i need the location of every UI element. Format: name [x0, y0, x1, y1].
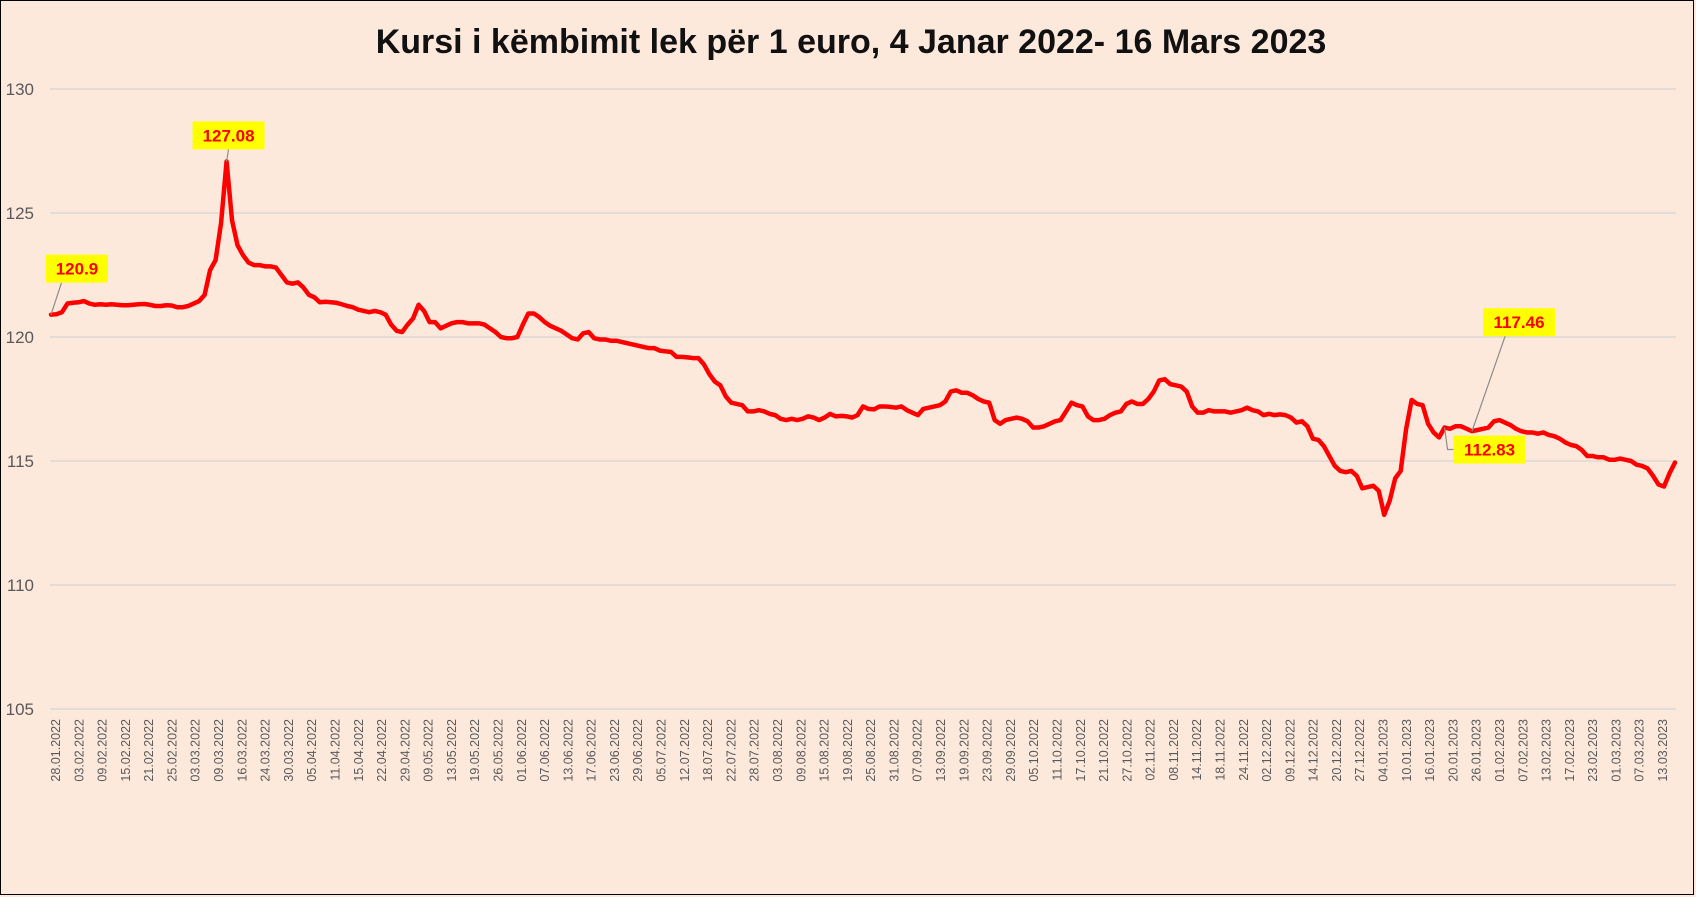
x-tick-label: 20.12.2022: [1330, 719, 1344, 782]
x-tick-label: 26.05.2022: [492, 719, 506, 782]
x-tick-label: 13.06.2022: [561, 719, 575, 782]
x-tick-label: 29.04.2022: [398, 719, 412, 782]
x-tick-label: 21.10.2022: [1097, 719, 1111, 782]
x-tick-label: 05.04.2022: [305, 719, 319, 782]
x-tick-label: 09.03.2022: [212, 719, 226, 782]
x-tick-label: 02.12.2022: [1260, 719, 1274, 782]
x-tick-label: 27.12.2022: [1353, 719, 1367, 782]
y-axis-ticks: 105 110 115 120 125 130: [6, 80, 34, 719]
x-tick-label: 09.05.2022: [422, 719, 436, 782]
x-tick-label: 24.03.2022: [259, 719, 273, 782]
x-tick-label: 05.07.2022: [655, 719, 669, 782]
x-tick-label: 17.06.2022: [585, 719, 599, 782]
x-tick-label: 03.08.2022: [771, 719, 785, 782]
x-tick-label: 13.05.2022: [445, 719, 459, 782]
x-tick-label: 09.12.2022: [1283, 719, 1297, 782]
x-tick-label: 16.03.2022: [235, 719, 249, 782]
x-tick-label: 05.10.2022: [1027, 719, 1041, 782]
x-tick-label: 03.02.2022: [72, 719, 86, 782]
x-tick-label: 10.01.2023: [1400, 719, 1414, 782]
x-tick-label: 20.01.2023: [1446, 719, 1460, 782]
x-tick-label: 15.04.2022: [352, 719, 366, 782]
y-tick-label: 125: [6, 204, 34, 223]
x-tick-label: 28.07.2022: [748, 719, 762, 782]
x-tick-label: 14.12.2022: [1307, 719, 1321, 782]
x-tick-label: 27.10.2022: [1120, 719, 1134, 782]
x-tick-label: 11.10.2022: [1050, 719, 1064, 781]
x-tick-label: 01.02.2023: [1493, 719, 1507, 782]
series-layer: [48, 159, 1678, 518]
annotation-leader: [1443, 427, 1454, 451]
x-tick-label: 18.07.2022: [701, 719, 715, 782]
x-tick-label: 13.02.2023: [1540, 719, 1554, 782]
x-tick-label: 23.06.2022: [608, 719, 622, 782]
annotation-box: [192, 121, 265, 150]
data-label: 127.08: [203, 126, 255, 145]
x-tick-label: 30.03.2022: [282, 719, 296, 782]
x-tick-label: 28.01.2022: [49, 719, 63, 782]
x-tick-label: 07.03.2023: [1633, 719, 1647, 782]
x-tick-label: 23.09.2022: [981, 719, 995, 782]
y-tick-label: 130: [6, 80, 34, 99]
x-tick-label: 02.11.2022: [1144, 719, 1158, 781]
x-tick-label: 25.08.2022: [864, 719, 878, 782]
x-tick-label: 19.09.2022: [957, 719, 971, 782]
x-tick-label: 09.02.2022: [96, 719, 110, 782]
chart-title: Kursi i këmbimit lek për 1 euro, 4 Janar…: [376, 23, 1327, 61]
x-tick-label: 19.08.2022: [841, 719, 855, 782]
x-tick-label: 19.05.2022: [468, 719, 482, 782]
x-tick-label: 17.02.2023: [1563, 719, 1577, 782]
x-tick-label: 03.03.2022: [189, 719, 203, 782]
y-tick-label: 120: [6, 328, 34, 347]
x-tick-label: 18.11.2022: [1213, 719, 1227, 781]
y-tick-label: 110: [7, 576, 34, 595]
annotation-leader: [1471, 321, 1511, 432]
y-tick-label: 105: [6, 700, 34, 719]
x-tick-label: 08.11.2022: [1167, 719, 1181, 781]
x-tick-label: 16.01.2023: [1423, 719, 1437, 782]
x-tick-label: 04.01.2023: [1377, 719, 1391, 782]
x-tick-label: 07.06.2022: [538, 719, 552, 782]
data-label: 117.46: [1493, 313, 1544, 332]
data-label: 120.9: [56, 260, 99, 279]
x-tick-label: 07.02.2023: [1516, 719, 1530, 782]
series-line: [48, 159, 1678, 518]
annotation-box: [1453, 435, 1526, 464]
annotation-leader: [50, 282, 63, 315]
x-tick-label: 22.07.2022: [724, 719, 738, 782]
x-tick-label: 09.08.2022: [794, 719, 808, 782]
x-tick-label: 01.06.2022: [515, 719, 529, 782]
x-tick-label: 21.02.2022: [142, 719, 156, 782]
x-tick-label: 24.11.2022: [1237, 719, 1251, 781]
annotation-box: [46, 254, 108, 283]
x-tick-label: 11.04.2022: [328, 719, 342, 781]
x-tick-label: 29.06.2022: [631, 719, 645, 782]
gridlines: [50, 88, 1676, 710]
x-tick-label: 13.03.2023: [1656, 719, 1670, 782]
data-label: 112.83: [1464, 441, 1515, 460]
x-tick-label: 15.08.2022: [818, 719, 832, 782]
x-tick-label: 23.02.2023: [1586, 719, 1600, 782]
x-tick-label: 17.10.2022: [1074, 719, 1088, 782]
x-tick-label: 14.11.2022: [1190, 719, 1204, 781]
x-tick-label: 07.09.2022: [911, 719, 925, 782]
x-tick-label: 01.03.2023: [1609, 719, 1623, 782]
x-tick-label: 12.07.2022: [678, 719, 692, 782]
x-tick-label: 29.09.2022: [1004, 719, 1018, 782]
x-axis-ticks: 28.01.2022 03.02.2022 09.02.2022 15.02.2022…: [49, 719, 1670, 782]
x-tick-label: 13.09.2022: [934, 719, 948, 782]
x-tick-label: 26.01.2023: [1470, 719, 1484, 782]
y-tick-label: 115: [7, 452, 34, 471]
x-tick-label: 31.08.2022: [887, 719, 901, 782]
annotation-box: [1483, 308, 1555, 337]
x-tick-label: 25.02.2022: [165, 719, 179, 782]
annotation-leader: [225, 149, 230, 162]
x-tick-label: 15.02.2022: [119, 719, 133, 782]
x-tick-label: 22.04.2022: [375, 719, 389, 782]
